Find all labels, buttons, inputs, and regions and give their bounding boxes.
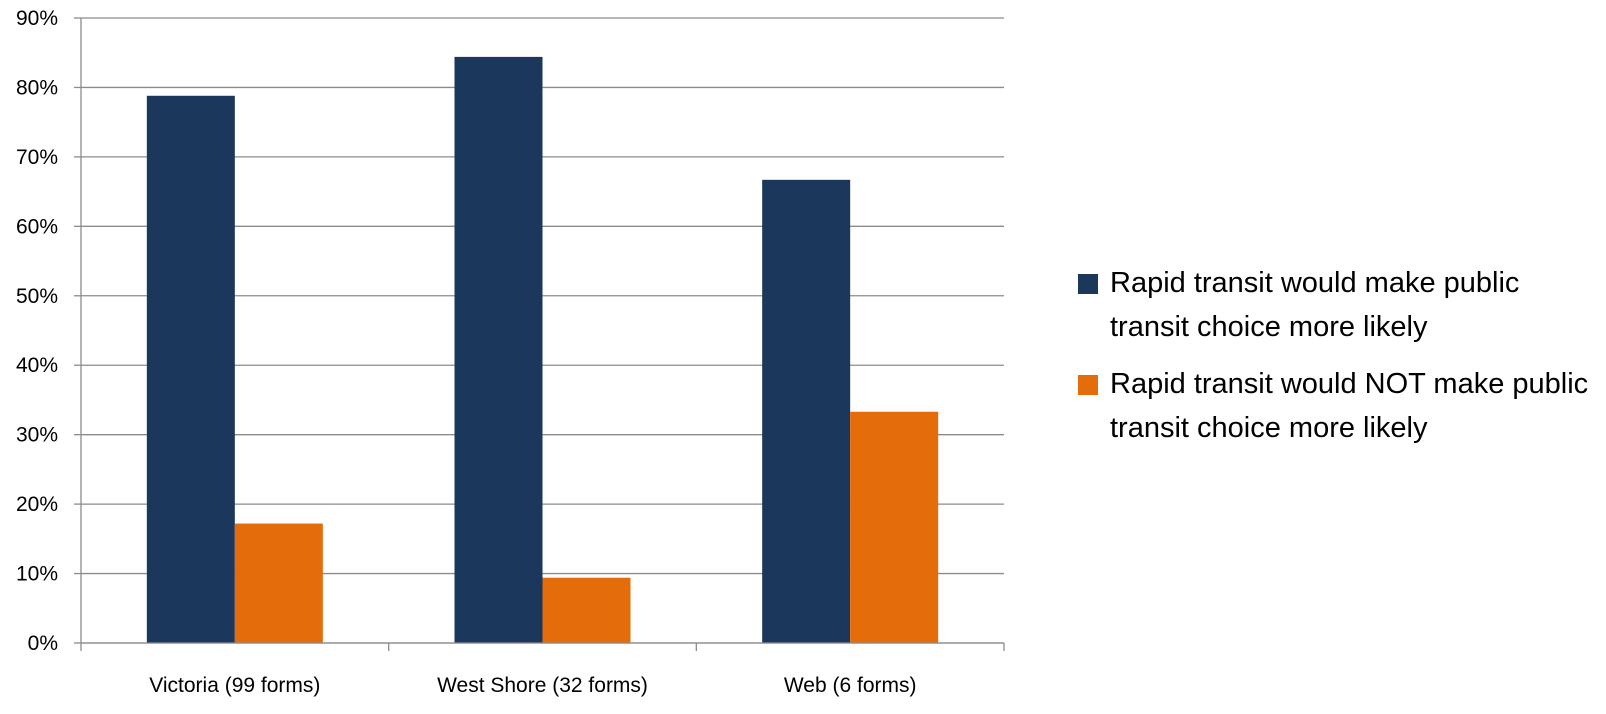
y-tick-label: 70% bbox=[16, 146, 58, 169]
y-tick-label: 80% bbox=[16, 76, 58, 99]
y-tick-label: 50% bbox=[16, 285, 58, 308]
x-category-label: Victoria (99 forms) bbox=[149, 674, 320, 697]
bar-more-likely bbox=[762, 179, 851, 644]
y-tick-label: 20% bbox=[16, 493, 58, 516]
legend-item-more-likely: Rapid transit would make public transit … bbox=[1078, 262, 1598, 349]
y-axis-tick-labels: 0% 10% 20% 30% 40% 50% 60% 70% 80% 90% bbox=[16, 7, 58, 655]
y-tick-label: 10% bbox=[16, 563, 58, 586]
legend-swatch-more-likely bbox=[1078, 274, 1098, 294]
x-category-label: West Shore (32 forms) bbox=[437, 674, 648, 697]
x-category-label: Web (6 forms) bbox=[784, 674, 917, 697]
bar-not-more-likely bbox=[234, 523, 323, 643]
bar-more-likely bbox=[454, 56, 543, 643]
y-tick-label: 40% bbox=[16, 354, 58, 377]
legend: Rapid transit would make public transit … bbox=[1078, 262, 1598, 464]
legend-label-not-more-likely: Rapid transit would NOT make public tran… bbox=[1110, 368, 1589, 444]
legend-label-more-likely: Rapid transit would make public transit … bbox=[1110, 267, 1520, 343]
y-tick-label: 60% bbox=[16, 215, 58, 238]
x-axis-category-labels: Victoria (99 forms) West Shore (32 forms)… bbox=[149, 674, 916, 697]
bar-not-more-likely bbox=[542, 577, 631, 643]
y-tick-label: 90% bbox=[16, 7, 58, 30]
axes bbox=[80, 18, 1005, 651]
y-tick-label: 0% bbox=[28, 632, 58, 655]
bar-more-likely bbox=[146, 95, 235, 644]
legend-item-not-more-likely: Rapid transit would NOT make public tran… bbox=[1078, 363, 1598, 450]
legend-swatch-not-more-likely bbox=[1078, 375, 1098, 395]
y-tick-label: 30% bbox=[16, 424, 58, 447]
bars bbox=[146, 56, 939, 644]
bar-not-more-likely bbox=[850, 411, 939, 643]
